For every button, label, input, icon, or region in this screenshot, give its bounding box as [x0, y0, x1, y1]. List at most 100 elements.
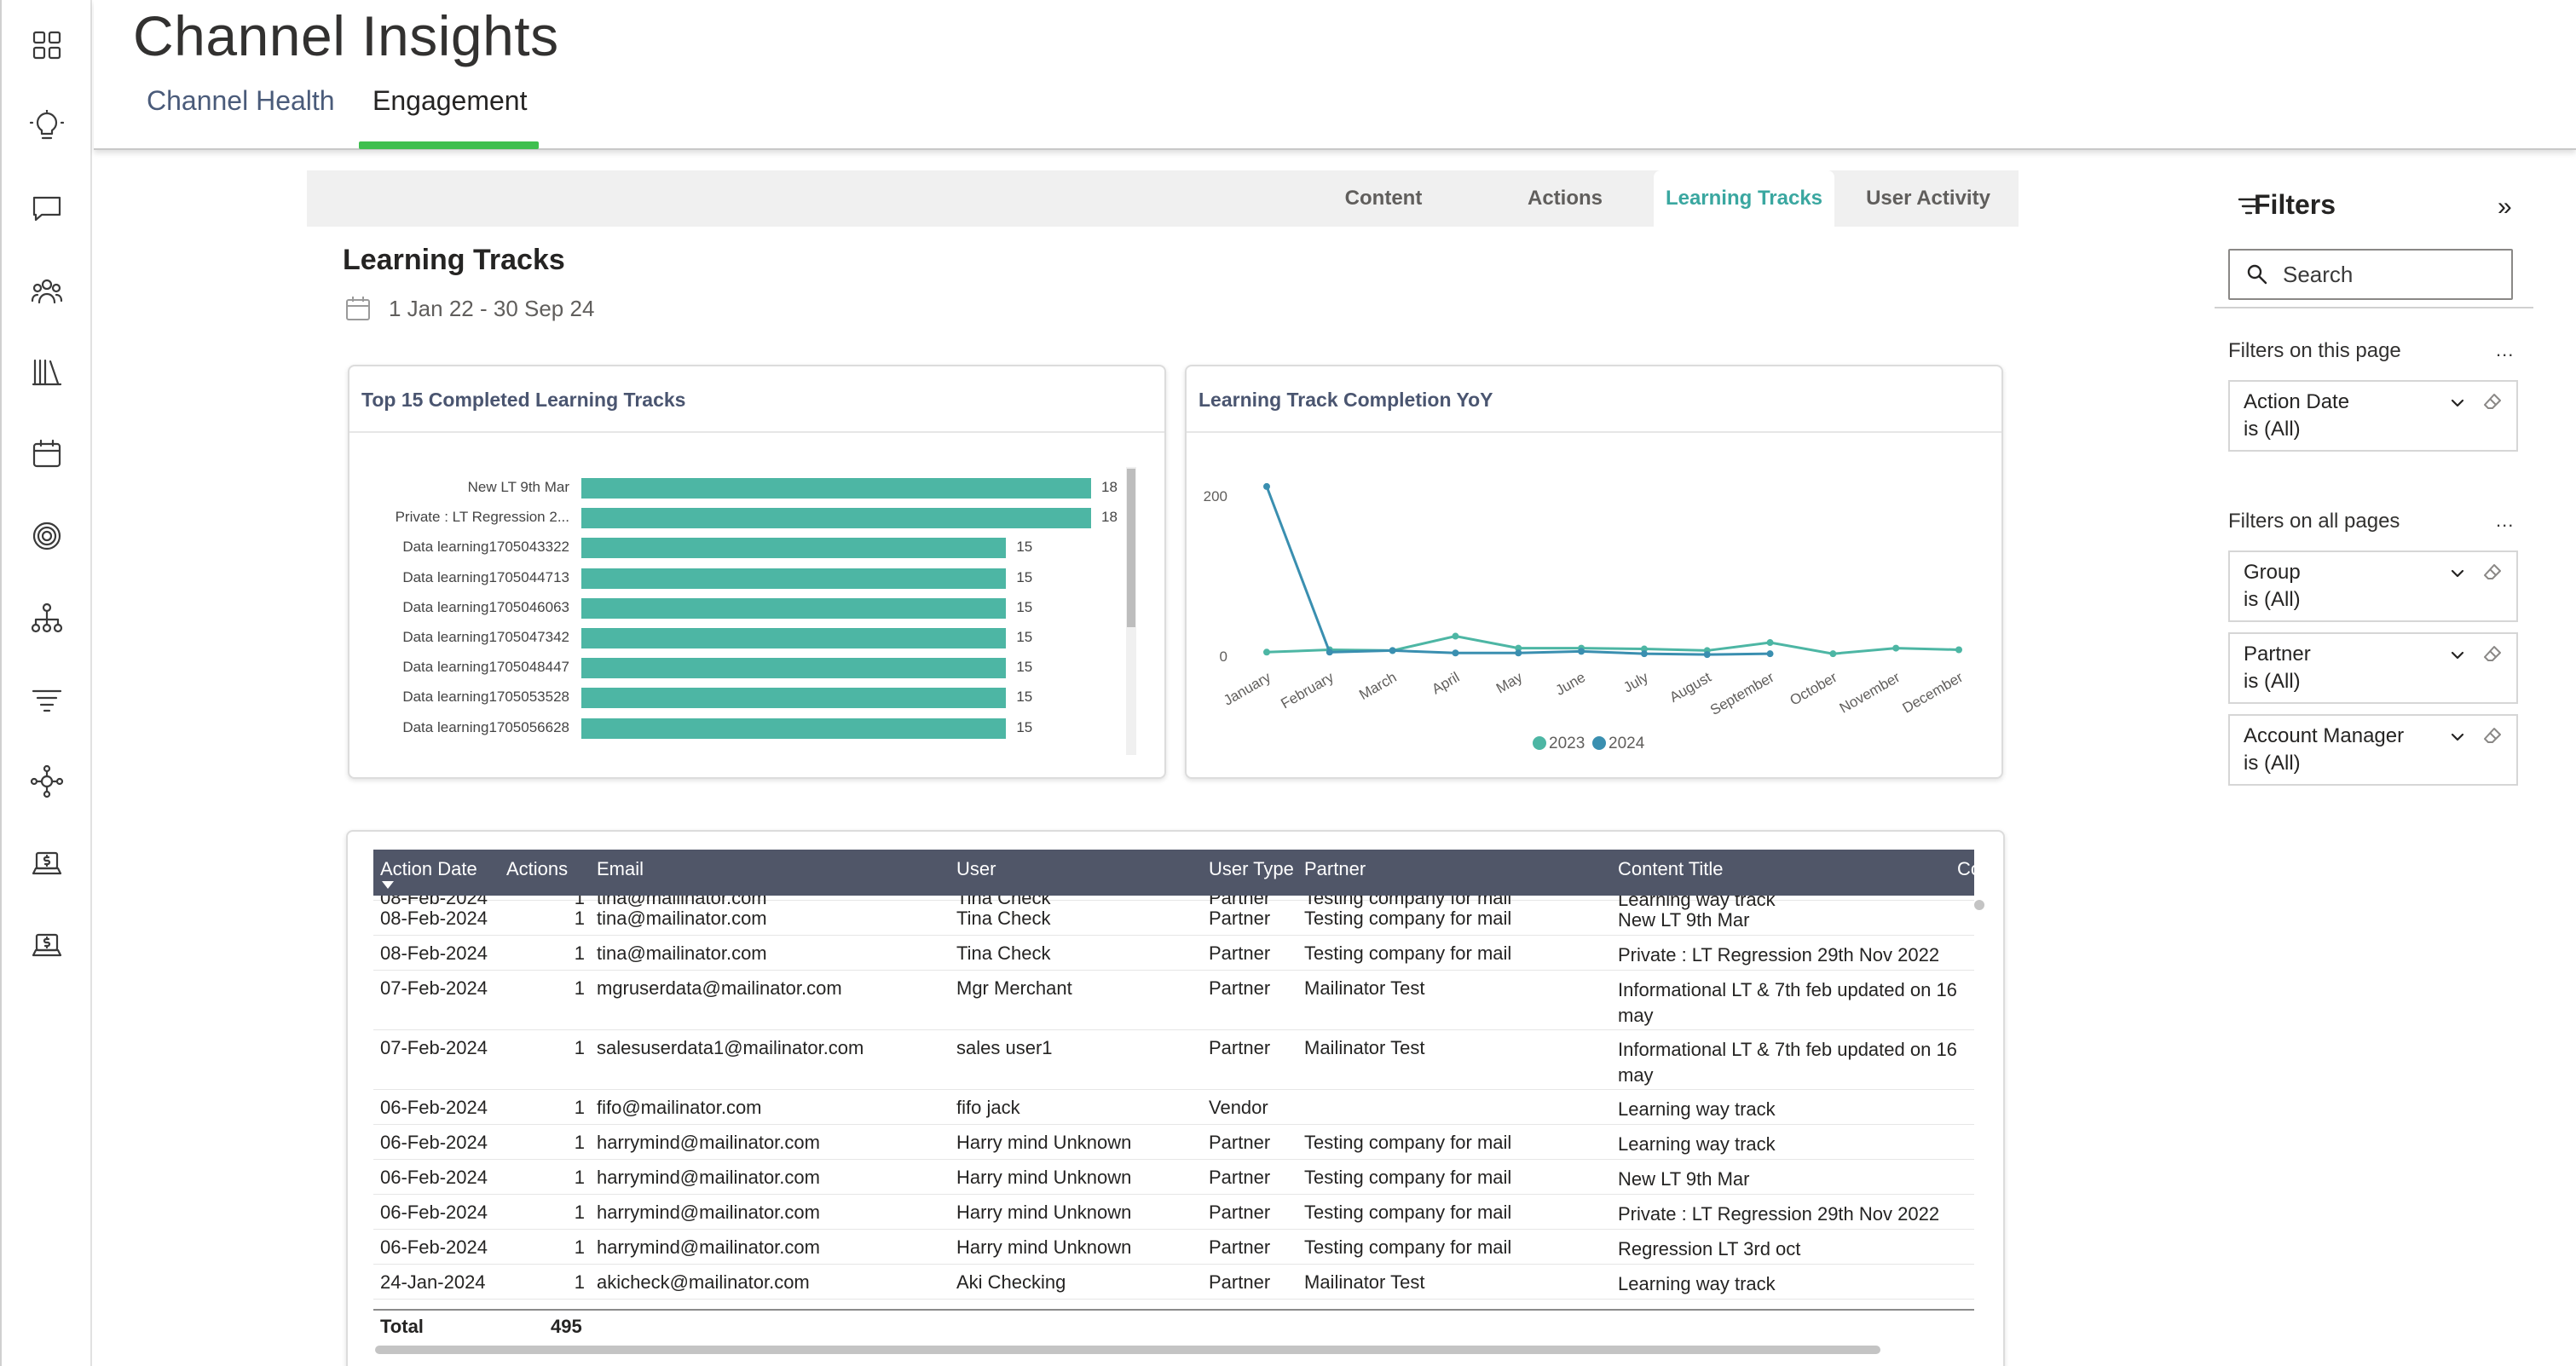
data-point[interactable]	[1452, 649, 1459, 657]
series-line-2024[interactable]	[1265, 486, 1770, 656]
chat-icon[interactable]	[27, 189, 66, 228]
legend-label[interactable]: 2024	[1609, 735, 1645, 752]
data-point[interactable]	[1955, 646, 1962, 654]
filter-card[interactable]: Account Manager is (All)	[2228, 714, 2518, 786]
bar[interactable]	[581, 568, 1007, 589]
table-cell: Harry mind Unknown	[956, 1167, 1132, 1188]
network-icon[interactable]	[27, 762, 66, 801]
legend-marker	[1592, 736, 1606, 750]
table-cell: Partner	[1209, 896, 1271, 908]
data-point[interactable]	[1892, 644, 1900, 652]
completion-yoy-card: Learning Track Completion YoY	[1185, 365, 2003, 779]
tab-actions[interactable]: Actions	[1527, 187, 1603, 210]
data-point[interactable]	[1640, 650, 1648, 658]
column-header[interactable]: Action Date	[380, 858, 477, 879]
laptop-dollar-icon[interactable]	[27, 925, 66, 965]
bar[interactable]	[581, 658, 1007, 679]
filters-on-page-heading: Filters on this page	[2228, 339, 2401, 362]
tab-channel-health[interactable]: Channel Health	[147, 85, 335, 116]
data-point[interactable]	[1452, 632, 1459, 640]
hierarchy-icon[interactable]	[27, 598, 66, 637]
chevron-down-icon[interactable]	[2448, 646, 2467, 669]
tab-content[interactable]: Content	[1344, 187, 1423, 210]
data-point[interactable]	[1829, 650, 1837, 658]
column-header[interactable]: Partner	[1304, 858, 1366, 879]
table-row[interactable]: 06-Feb-2024 1 harrymind@mailinator.com Harr…	[373, 1160, 1974, 1195]
target-icon[interactable]	[27, 516, 66, 556]
tab-user-activity[interactable]: User Activity	[1866, 187, 1990, 210]
people-icon[interactable]	[27, 271, 66, 310]
column-header[interactable]: User Type	[1209, 858, 1294, 879]
data-point[interactable]	[1766, 650, 1774, 658]
table-row[interactable]: 06-Feb-2024 1 harrymind@mailinator.com Harr…	[373, 1230, 1974, 1265]
filter-name: Account Manager	[2244, 724, 2405, 747]
data-point[interactable]	[1263, 648, 1270, 656]
filter-card[interactable]: Action Date is (All)	[2228, 380, 2518, 452]
bar[interactable]	[581, 478, 1091, 499]
tab-engagement[interactable]: Engagement	[373, 85, 528, 116]
bar[interactable]	[581, 538, 1007, 559]
table-row[interactable]: 06-Feb-2024 1 harrymind@mailinator.com Harr…	[373, 1125, 1974, 1160]
bar[interactable]	[581, 508, 1091, 529]
table-row[interactable]: 08-Feb-2024 1 tina@mailinator.com Tina Chec…	[373, 896, 1974, 910]
bar-chart-scroll-thumb[interactable]	[1127, 469, 1135, 627]
dashboard-icon[interactable]	[27, 26, 66, 65]
table-row[interactable]: 06-Feb-2024 1 harrymind@mailinator.com Harr…	[373, 1195, 1974, 1230]
data-point[interactable]	[1515, 644, 1522, 652]
data-point[interactable]	[1263, 482, 1270, 490]
data-point[interactable]	[1766, 639, 1774, 647]
bar-label: New LT 9th Mar	[467, 479, 569, 495]
column-header[interactable]: Content Title	[1618, 858, 1724, 879]
filter-card[interactable]: Group is (All)	[2228, 550, 2518, 622]
chevron-down-icon[interactable]	[2448, 564, 2467, 587]
data-point[interactable]	[1326, 648, 1333, 656]
calendar-icon[interactable]	[27, 435, 66, 474]
bar[interactable]	[581, 688, 1007, 709]
bar-value-label: 15	[1016, 598, 1033, 615]
clear-filter-eraser-icon[interactable]	[2482, 644, 2503, 669]
table-row[interactable]: 08-Feb-2024 1 tina@mailinator.com Tina Chec…	[373, 936, 1974, 971]
data-point[interactable]	[1389, 647, 1396, 654]
bar[interactable]	[581, 628, 1007, 648]
bar[interactable]	[581, 597, 1007, 619]
column-header[interactable]: Actions	[506, 858, 569, 879]
table-row[interactable]: 07-Feb-2024 1 mgruserdata@mailinator.com Mg…	[373, 971, 1974, 1030]
bar[interactable]	[581, 718, 1007, 739]
table-vertical-scrollbar[interactable]	[1974, 900, 1984, 910]
total-label: Total	[380, 1316, 424, 1337]
data-point[interactable]	[1578, 648, 1585, 655]
table-row[interactable]: 08-Feb-2024 1 tina@mailinator.com Tina Chec…	[373, 901, 1974, 936]
table-horizontal-scrollbar[interactable]	[375, 1346, 1880, 1354]
data-point[interactable]	[1640, 645, 1648, 653]
column-header[interactable]: Email	[597, 858, 644, 879]
line-chart-title: Learning Track Completion YoY	[1198, 389, 1493, 411]
table-row[interactable]: 07-Feb-2024 1 salesuserdata1@mailinator.co…	[373, 1030, 1974, 1090]
laptop-dollar-icon[interactable]	[27, 844, 66, 883]
filter-card[interactable]: Partner is (All)	[2228, 632, 2518, 704]
library-icon[interactable]	[27, 353, 66, 392]
filters-search-input[interactable]: Search	[2228, 249, 2513, 300]
column-header[interactable]: User	[956, 858, 996, 879]
table-row[interactable]: 24-Jan-2024 1 akicheck@mailinator.com Aki C…	[373, 1265, 1974, 1300]
clear-filter-eraser-icon[interactable]	[2482, 726, 2503, 751]
chevron-down-icon[interactable]	[2448, 728, 2467, 751]
table-cell: Mailinator Test	[1304, 1037, 1425, 1058]
table-cell: 08-Feb-2024	[380, 942, 488, 964]
clear-filter-eraser-icon[interactable]	[2482, 562, 2503, 587]
table-row[interactable]: 06-Feb-2024 1 fifo@mailinator.com fifo jack…	[373, 1090, 1974, 1125]
y-tick-label: 200	[1204, 488, 1227, 504]
legend-label[interactable]: 2023	[1549, 735, 1585, 752]
filter-lines-icon[interactable]	[27, 680, 66, 719]
tab-learning-tracks[interactable]: Learning Tracks	[1654, 170, 1834, 227]
table-cell: Harry mind Unknown	[956, 1236, 1132, 1258]
chevron-down-icon[interactable]	[2448, 394, 2467, 417]
more-options-button[interactable]: ...	[2496, 339, 2515, 360]
lightbulb-icon[interactable]	[27, 107, 66, 147]
collapse-filters-button[interactable]: »	[2498, 193, 2512, 221]
sort-desc-icon[interactable]	[382, 881, 394, 889]
column-header[interactable]: Co	[1957, 858, 1982, 879]
clear-filter-eraser-icon[interactable]	[2482, 392, 2503, 417]
data-point[interactable]	[1703, 651, 1711, 659]
data-point[interactable]	[1515, 649, 1522, 657]
more-options-button[interactable]: ...	[2496, 510, 2515, 531]
